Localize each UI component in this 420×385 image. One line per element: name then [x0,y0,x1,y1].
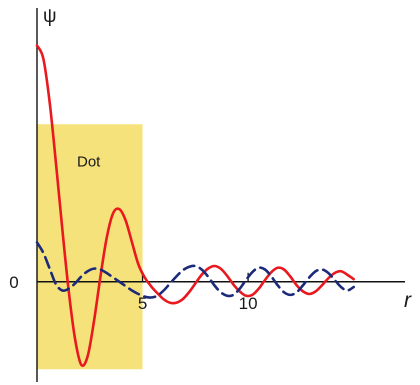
y-axis-label: ψ [43,6,57,27]
region-label: Dot [77,153,101,170]
x-axis-label: r [404,289,412,312]
dot-region [37,124,143,370]
series-line-0 [35,44,355,368]
y-tick-label-0: 0 [9,273,18,292]
x-tick-label-2: 10 [239,294,258,313]
x-tick-label-1: 5 [138,294,147,313]
series-line-1 [35,241,355,299]
